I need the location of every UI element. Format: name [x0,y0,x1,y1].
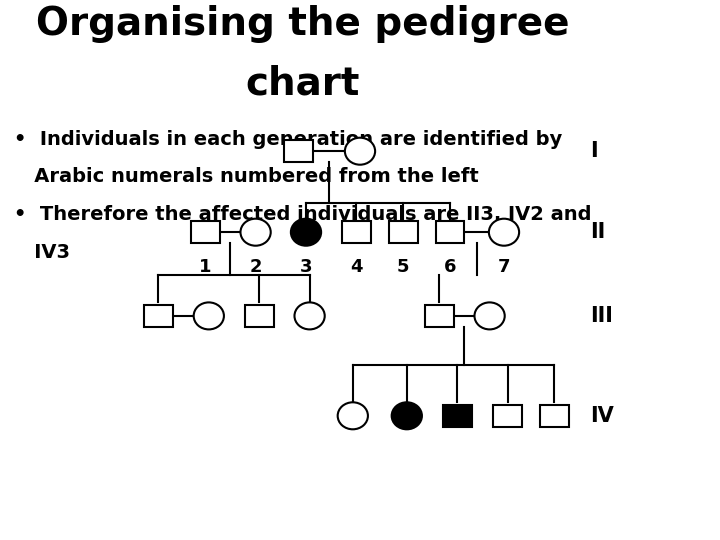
Text: •  Therefore the affected individuals are II3, IV2 and: • Therefore the affected individuals are… [14,205,592,224]
Bar [436,221,464,243]
Text: 5: 5 [397,258,410,276]
Text: I: I [590,141,598,161]
Text: Arabic numerals numbered from the left: Arabic numerals numbered from the left [14,167,479,186]
Bar [342,221,371,243]
Text: chart: chart [246,65,359,103]
Ellipse shape [338,402,368,429]
Bar [245,305,274,327]
Ellipse shape [474,302,505,329]
Ellipse shape [489,219,519,246]
Ellipse shape [294,302,325,329]
Bar [144,305,173,327]
Text: 7: 7 [498,258,510,276]
Text: 1: 1 [199,258,212,276]
Ellipse shape [194,302,224,329]
Text: Organising the pedigree: Organising the pedigree [36,5,569,43]
Bar [443,405,472,427]
Ellipse shape [240,219,271,246]
Ellipse shape [345,138,375,165]
Bar [425,305,454,327]
Bar [493,405,522,427]
Text: •  Individuals in each generation are identified by: • Individuals in each generation are ide… [14,130,562,148]
Text: 2: 2 [249,258,262,276]
Bar [191,221,220,243]
Text: IV3: IV3 [14,243,71,262]
Text: III: III [590,306,613,326]
Ellipse shape [392,402,422,429]
Text: 3: 3 [300,258,312,276]
Text: IV: IV [590,406,614,426]
Text: II: II [590,222,606,242]
Text: 6: 6 [444,258,456,276]
Bar [284,140,313,162]
Text: 4: 4 [350,258,363,276]
Ellipse shape [291,219,321,246]
Bar [389,221,418,243]
Bar [540,405,569,427]
